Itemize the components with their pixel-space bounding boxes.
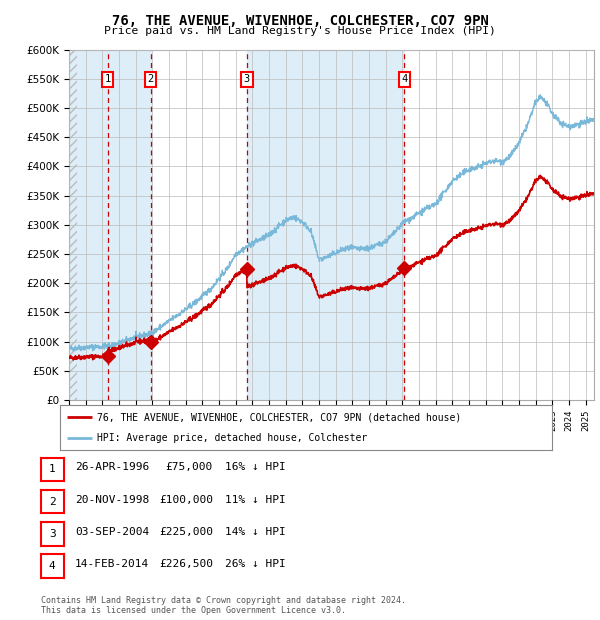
Bar (247, 50, 404, 400)
Text: £225,000: £225,000 (159, 527, 213, 537)
Text: £100,000: £100,000 (159, 495, 213, 505)
Text: 76, THE AVENUE, WIVENHOE, COLCHESTER, CO7 9PN (detached house): 76, THE AVENUE, WIVENHOE, COLCHESTER, CO… (97, 412, 461, 422)
Bar (69, 50, 151, 400)
Text: 2: 2 (148, 74, 154, 84)
Text: 4: 4 (401, 74, 407, 84)
Text: 1: 1 (104, 74, 111, 84)
Text: Price paid vs. HM Land Registry's House Price Index (HPI): Price paid vs. HM Land Registry's House … (104, 26, 496, 36)
Text: HPI: Average price, detached house, Colchester: HPI: Average price, detached house, Colc… (97, 433, 367, 443)
Text: 20-NOV-1998: 20-NOV-1998 (75, 495, 149, 505)
Text: 76, THE AVENUE, WIVENHOE, COLCHESTER, CO7 9PN: 76, THE AVENUE, WIVENHOE, COLCHESTER, CO… (112, 14, 488, 28)
Text: 3: 3 (244, 74, 250, 84)
Text: 14-FEB-2014: 14-FEB-2014 (75, 559, 149, 569)
Text: 03-SEP-2004: 03-SEP-2004 (75, 527, 149, 537)
Text: 16% ↓ HPI: 16% ↓ HPI (225, 463, 286, 472)
Text: £226,500: £226,500 (159, 559, 213, 569)
Text: Contains HM Land Registry data © Crown copyright and database right 2024.
This d: Contains HM Land Registry data © Crown c… (41, 596, 406, 615)
Text: 26-APR-1996: 26-APR-1996 (75, 463, 149, 472)
Text: 26% ↓ HPI: 26% ↓ HPI (225, 559, 286, 569)
Text: 3: 3 (49, 529, 56, 539)
Text: 11% ↓ HPI: 11% ↓ HPI (225, 495, 286, 505)
Bar (69, 50, 77, 400)
Text: 14% ↓ HPI: 14% ↓ HPI (225, 527, 286, 537)
Text: £75,000: £75,000 (166, 463, 213, 472)
Text: 1: 1 (49, 464, 56, 474)
Text: 2: 2 (49, 497, 56, 507)
Text: 4: 4 (49, 561, 56, 571)
